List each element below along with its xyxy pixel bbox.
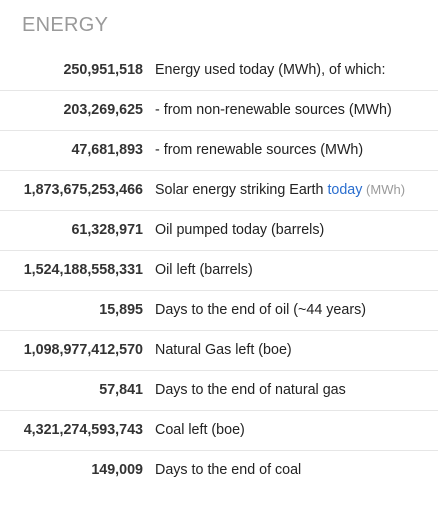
stat-label: - from renewable sources (MWh) <box>155 142 364 158</box>
energy-stats-table: 250,951,518 Energy used today (MWh), of … <box>0 50 438 490</box>
stat-row-coal-left: 4,321,274,593,743 Coal left (boe) <box>0 410 438 450</box>
stat-value: 250,951,518 <box>63 61 143 78</box>
stat-value: 1,873,675,253,466 <box>23 182 143 198</box>
stat-value: 47,681,893 <box>71 142 143 158</box>
stat-label: Oil left (barrels) <box>155 262 253 278</box>
stat-row-solar-energy: 1,873,675,253,466 Solar energy striking … <box>0 170 438 210</box>
stat-row-oil-pumped-today: 61,328,971 Oil pumped today (barrels) <box>0 210 438 250</box>
stat-label-unit: (MWh) <box>362 182 406 197</box>
stat-label: Natural Gas left (boe) <box>155 342 292 358</box>
stat-value: 61,328,971 <box>71 222 143 238</box>
stat-label: Oil pumped today (barrels) <box>155 222 325 238</box>
stat-value: 57,841 <box>99 382 143 398</box>
stat-label: Days to the end of coal <box>155 462 302 479</box>
stat-label: Days to the end of oil (~44 years) <box>155 302 366 318</box>
section-title: ENERGY <box>22 14 109 36</box>
stat-row-energy-used-today: 250,951,518 Energy used today (MWh), of … <box>0 50 438 90</box>
today-link[interactable]: today <box>327 182 363 198</box>
stat-value: 4,321,274,593,743 <box>23 422 143 438</box>
stat-row-non-renewable: 203,269,625 - from non-renewable sources… <box>0 90 438 130</box>
stat-row-renewable: 47,681,893 - from renewable sources (MWh… <box>0 130 438 170</box>
stat-row-days-to-end-of-coal: 149,009 Days to the end of coal <box>0 450 438 490</box>
stat-value: 1,524,188,558,331 <box>23 262 143 278</box>
stat-label: Days to the end of natural gas <box>155 382 346 398</box>
stat-value: 1,098,977,412,570 <box>23 342 143 358</box>
stat-row-days-to-end-of-oil: 15,895 Days to the end of oil (~44 years… <box>0 290 438 330</box>
stat-value: 203,269,625 <box>63 102 143 118</box>
stat-value: 15,895 <box>99 302 143 318</box>
stat-label: Solar energy striking Earth today (MWh) <box>155 170 438 210</box>
stat-label-text: Solar energy striking Earth <box>155 182 328 198</box>
stat-value: 149,009 <box>91 462 143 479</box>
stat-label: - from non-renewable sources (MWh) <box>155 102 392 118</box>
stat-row-days-to-end-of-natural-gas: 57,841 Days to the end of natural gas <box>0 370 438 410</box>
stat-row-oil-left: 1,524,188,558,331 Oil left (barrels) <box>0 250 438 290</box>
stat-row-natural-gas-left: 1,098,977,412,570 Natural Gas left (boe) <box>0 330 438 370</box>
stat-label: Energy used today (MWh), of which: <box>155 61 386 78</box>
stat-label: Coal left (boe) <box>155 422 245 438</box>
